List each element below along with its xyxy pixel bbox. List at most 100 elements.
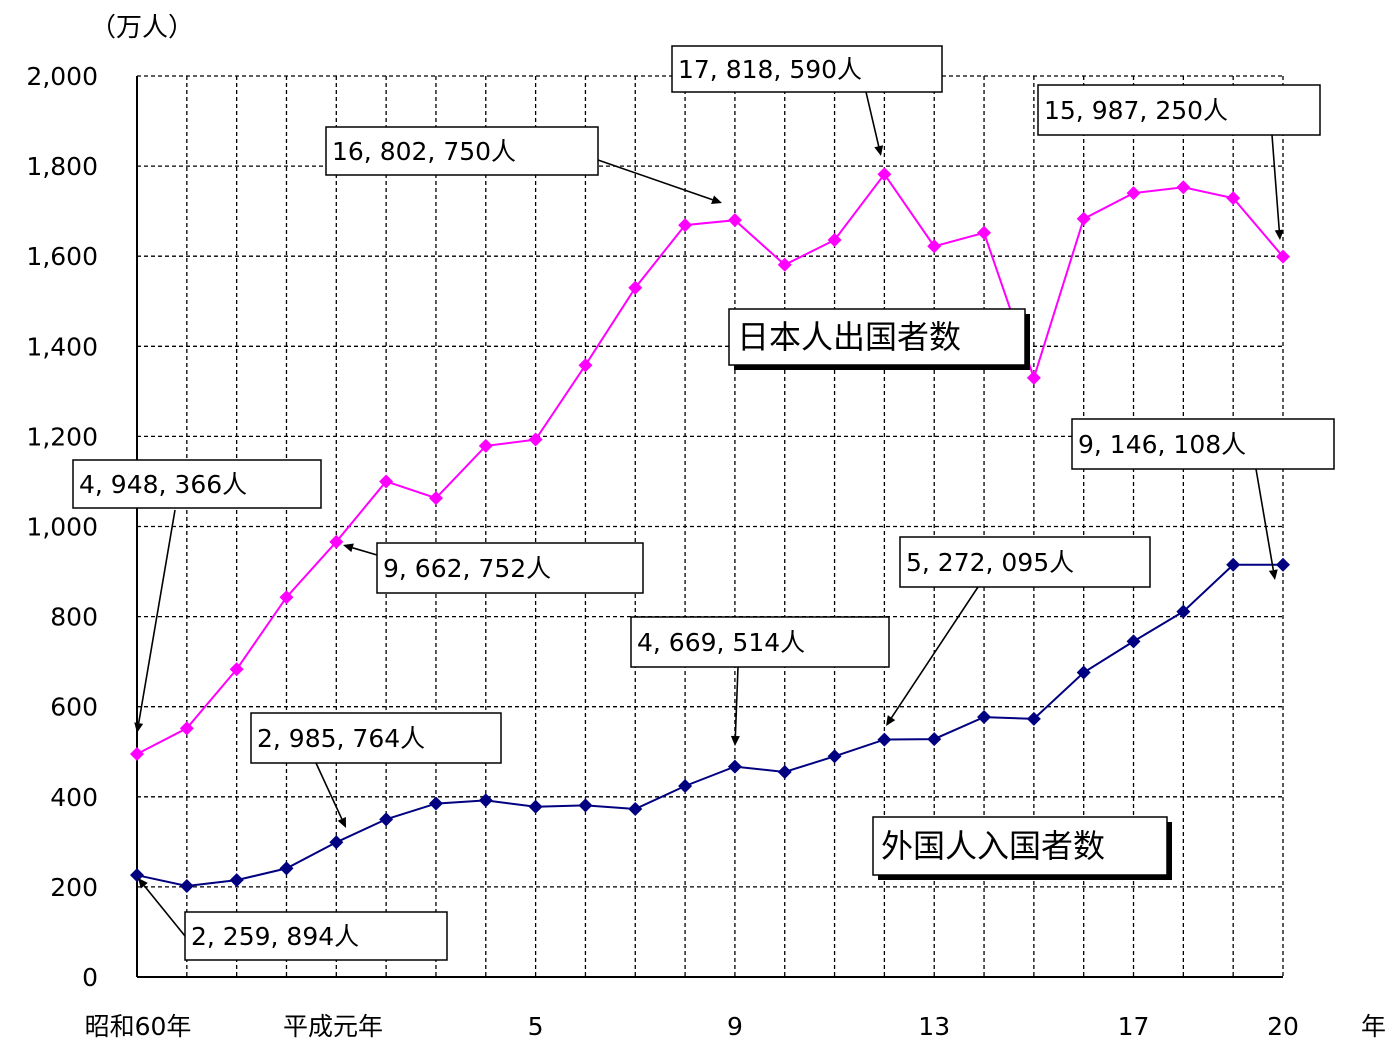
data-point [379, 812, 394, 827]
series-name-label: 日本人出国者数 [728, 308, 1030, 370]
x-tick-label: 昭和60年 [85, 1012, 192, 1040]
annotation-arrow [1255, 468, 1275, 571]
data-point [678, 218, 693, 233]
data-point [379, 474, 394, 489]
series-name-label: 外国人入国者数 [872, 816, 1172, 880]
data-point [827, 232, 842, 247]
annotation-arrow [597, 159, 713, 201]
annotation-text: 16, 802, 750人 [332, 137, 516, 166]
annotation-box [899, 536, 1151, 588]
annotation-arrowhead [711, 195, 722, 204]
data-point [478, 793, 493, 808]
annotation-arrowhead [1274, 229, 1284, 240]
y-tick-label: 400 [50, 783, 98, 812]
data-point [428, 796, 443, 811]
x-tick-label: 9 [727, 1012, 743, 1040]
annotation-text: 9, 146, 108人 [1078, 430, 1246, 459]
series-name-text: 日本人出国者数 [737, 318, 961, 356]
axes [136, 76, 1283, 978]
x-tick-label: 平成元年 [283, 1012, 383, 1040]
data-point [1226, 191, 1241, 206]
data-point [1276, 557, 1290, 572]
data-point [478, 438, 493, 453]
annotation-text: 4, 669, 514人 [637, 628, 805, 657]
annotation-text: 15, 987, 250人 [1044, 96, 1228, 125]
annotation-box [1071, 418, 1335, 470]
data-point [1026, 370, 1041, 385]
data-point [179, 878, 194, 893]
annotation-label: 9, 146, 108人 [1071, 418, 1335, 470]
y-tick-label: 1,400 [26, 332, 98, 361]
annotation-arrowhead [730, 735, 740, 746]
annotation-label: 4, 669, 514人 [630, 616, 890, 668]
data-point [130, 747, 144, 762]
annotation-label: 16, 802, 750人 [325, 126, 599, 176]
annotation-box [72, 459, 322, 509]
annotation-label: 2, 985, 764人 [250, 712, 502, 764]
data-point [628, 801, 643, 816]
annotation-text: 17, 818, 590人 [678, 55, 862, 84]
annotation-arrow [865, 91, 880, 147]
data-point [727, 759, 742, 774]
data-point [179, 721, 194, 736]
data-point [977, 710, 992, 725]
series-1 [130, 557, 1290, 893]
data-point [877, 167, 892, 182]
data-point [727, 213, 742, 228]
y-tick-label: 1,000 [26, 513, 98, 542]
y-tick-label: 200 [50, 873, 98, 902]
x-tick-label: 13 [918, 1012, 950, 1040]
annotation-arrowhead [886, 715, 896, 726]
data-point [578, 798, 593, 813]
data-point [877, 732, 892, 747]
data-point [1076, 665, 1091, 680]
annotation-arrow [734, 666, 739, 737]
data-point [1076, 211, 1091, 226]
x-tick-labels: 昭和60年 平成元年 5 9 13 17 20 [85, 1012, 1299, 1040]
data-point [1226, 557, 1241, 572]
x-tick-label: 17 [1118, 1012, 1150, 1040]
annotation-arrow [143, 885, 186, 937]
annotation-arrow [890, 586, 979, 719]
annotation-arrowhead [138, 878, 148, 889]
y-tick-label: 1,800 [26, 152, 98, 181]
annotation-text: 2, 985, 764人 [257, 724, 425, 753]
x-tick-label: 20 [1267, 1012, 1299, 1040]
y-tick-labels: 0 200 400 600 800 1,000 1,200 1,400 1,600 1,800 2,… [26, 62, 98, 992]
data-point [329, 835, 344, 850]
data-point [777, 257, 792, 272]
annotation-arrowhead [1268, 569, 1278, 580]
series-line [136, 563, 1283, 888]
annotation-label: 2, 259, 894人 [184, 911, 448, 961]
data-point [130, 868, 144, 883]
x-tick-label: 5 [528, 1012, 544, 1040]
annotation-label: 4, 948, 366人 [72, 459, 322, 509]
annotation-box [671, 45, 943, 93]
annotation-arrow [315, 762, 343, 820]
data-point [578, 358, 593, 373]
data-point [827, 749, 842, 764]
data-point [229, 873, 244, 888]
y-tick-label: 2,000 [26, 62, 98, 91]
annotation-arrow [352, 547, 378, 556]
annotation-box [376, 542, 644, 594]
data-point [279, 861, 294, 876]
data-point [628, 280, 643, 295]
data-point [977, 225, 992, 240]
annotation-text: 4, 948, 366人 [79, 470, 247, 499]
annotation-box [250, 712, 502, 764]
annotation-label: 17, 818, 590人 [671, 45, 943, 93]
y-axis-unit-label: （万人） [90, 13, 194, 43]
data-point [428, 491, 443, 506]
annotation-label: 15, 987, 250人 [1037, 84, 1321, 136]
annotation-text: 2, 259, 894人 [191, 922, 359, 951]
data-point [1176, 180, 1191, 195]
data-point [927, 732, 942, 747]
data-point [1126, 634, 1141, 649]
data-point [528, 799, 543, 814]
data-point [1026, 711, 1041, 726]
annotation-arrow [137, 509, 176, 724]
series-line [136, 172, 1284, 755]
data-point [927, 239, 942, 254]
